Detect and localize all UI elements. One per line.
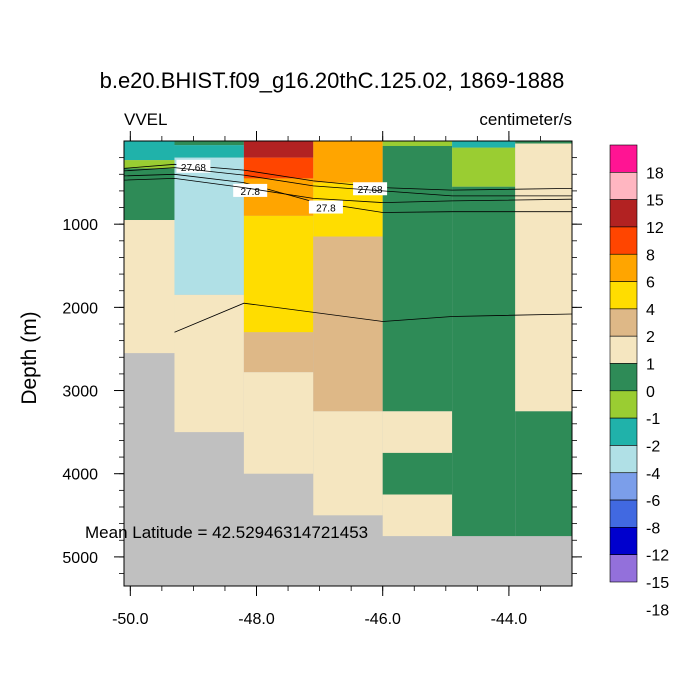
heatmap-cell — [124, 160, 175, 169]
colorbar-swatch — [609, 226, 638, 255]
colorbar-swatch — [609, 527, 638, 555]
colorbar-label: -8 — [646, 520, 660, 537]
contour-label: 27.8 — [240, 187, 260, 198]
heatmap-cell — [382, 494, 453, 537]
heatmap-cell — [174, 145, 244, 158]
colorbar-label: 15 — [646, 193, 664, 210]
plot-area: 27.68 27.68 27.8 27.8 Mean Latitude = 42.52… — [62, 131, 582, 628]
colorbar-swatch — [609, 554, 638, 583]
y-axis-label: Depth (m) — [18, 311, 41, 404]
heatmap-cell — [452, 141, 516, 148]
colorbar-swatch — [609, 281, 638, 310]
contour-line — [123, 163, 573, 191]
colorbar-swatch — [609, 253, 638, 282]
colorbar-label: -15 — [646, 575, 669, 592]
heatmap-cell — [243, 332, 314, 373]
heatmap-cell — [313, 411, 383, 516]
colorbar: 18 15 12 8 6 4 2 1 0 -1 -2 -4 -6 -8 -12 -15 -18 — [609, 144, 669, 619]
heatmap-cell — [452, 147, 516, 187]
contour-label-box — [308, 200, 343, 214]
chart-title: b.e20.BHIST.f09_g16.20thC.125.02, 1869-1… — [100, 68, 565, 93]
colorbar-label: 0 — [646, 384, 655, 401]
colorbar-label: -6 — [646, 493, 660, 510]
colorbar-label: 2 — [646, 329, 655, 346]
x-tick-label: -50.0 — [112, 611, 149, 628]
contour-label: 27.68 — [358, 185, 383, 196]
contour-label: 27.68 — [181, 163, 206, 174]
heatmap-cell — [174, 157, 244, 295]
contour-line — [123, 177, 573, 204]
colorbar-label: -18 — [646, 602, 669, 619]
heatmap-cell — [382, 452, 453, 495]
heatmap-cell — [313, 236, 383, 412]
colorbar-swatch — [609, 363, 638, 392]
colorbar-swatch — [609, 417, 638, 446]
contour-label-box — [353, 182, 388, 196]
heatmap-cell — [174, 294, 244, 433]
heatmap-cell — [452, 186, 516, 537]
x-tick-label: -48.0 — [238, 611, 275, 628]
colorbar-swatch — [609, 390, 638, 419]
x-tick-label: -46.0 — [364, 611, 401, 628]
colorbar-label: 4 — [646, 302, 655, 319]
contour-line — [123, 167, 572, 197]
heatmap-cell — [124, 168, 175, 221]
heatmap-cell — [243, 372, 314, 474]
heatmap-cell — [515, 143, 572, 412]
heatmap-cell — [382, 141, 453, 146]
contour-label-box — [176, 159, 211, 173]
colorbar-label: -1 — [646, 411, 660, 428]
colorbar-label: 12 — [646, 220, 664, 237]
x-tick-label: -44.0 — [491, 611, 528, 628]
plot-frame — [123, 140, 573, 587]
y-tick-label: 1000 — [62, 217, 98, 234]
contour-label: 27.8 — [316, 204, 336, 215]
colorbar-label: 8 — [646, 247, 655, 264]
colorbar-swatch — [609, 335, 638, 364]
variable-label: VVEL — [124, 110, 167, 129]
colorbar-label: 18 — [646, 165, 664, 182]
colorbar-swatch — [609, 472, 638, 501]
heatmap-cell — [313, 141, 383, 183]
colorbar-label: 1 — [646, 357, 655, 374]
heatmap-cell — [243, 141, 314, 158]
density-contours: 27.68 27.68 27.8 27.8 — [123, 159, 573, 333]
heatmap-cell — [382, 411, 453, 453]
heatmap-cell — [174, 141, 244, 146]
colorbar-label: -2 — [646, 438, 660, 455]
heatmap-cell — [243, 157, 314, 179]
colorbar-swatch — [609, 499, 638, 528]
units-label: centimeter/s — [479, 110, 572, 129]
heatmap-cell — [382, 145, 453, 412]
mean-latitude-annotation: Mean Latitude = 42.52946314721453 — [85, 523, 368, 542]
y-tick-label: 2000 — [62, 300, 98, 317]
colorbar-swatch — [609, 144, 638, 173]
colorbar-label: -4 — [646, 466, 660, 483]
contour-line — [174, 302, 573, 333]
heatmap-cell — [124, 220, 175, 354]
colorbar-swatch — [609, 172, 638, 200]
axis-ticks: -50.0 -48.0 -46.0 -44.0 1000 2000 3000 4000 5000 — [62, 131, 582, 628]
colorbar-swatch — [609, 199, 638, 228]
heatmap-cell — [515, 411, 572, 537]
heatmap-cell — [515, 141, 572, 144]
colorbar-label: 6 — [646, 275, 655, 292]
y-tick-label: 3000 — [62, 384, 98, 401]
colorbar-swatch — [609, 445, 638, 474]
colorbar-label: -12 — [646, 548, 669, 565]
heatmap-cell — [243, 215, 314, 333]
heatmap-cell — [124, 141, 175, 161]
y-tick-label: 4000 — [62, 467, 98, 484]
y-tick-label: 5000 — [62, 550, 98, 567]
colorbar-swatch — [609, 308, 638, 337]
